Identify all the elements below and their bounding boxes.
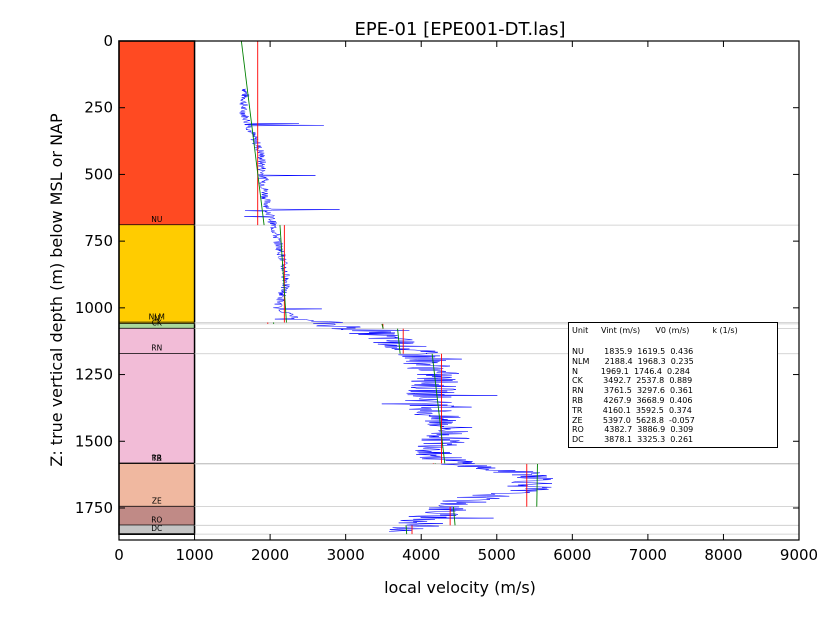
unit-label-rn: RN [151, 344, 162, 353]
legend-row: RO 4382.7 3886.9 0.309 [572, 425, 694, 435]
legend-row: RN 3761.5 3297.6 0.361 [572, 386, 693, 396]
y-tick-label: 0 [103, 32, 113, 50]
unit-block-ze [119, 463, 195, 507]
chart-title: EPE-01 [EPE001-DT.las] [354, 19, 565, 40]
unit-label-dc: DC [151, 524, 162, 533]
unit-block-dc [119, 525, 195, 535]
x-tick-label: 5000 [478, 546, 516, 564]
unit-label-rb: RB [152, 453, 162, 462]
unit-label-nlm: NLM [149, 313, 165, 322]
unit-block-ro [119, 506, 195, 526]
unit-label-ro: RO [151, 515, 162, 524]
y-tick-label: 1500 [75, 432, 113, 450]
linear-model-rn [397, 328, 401, 354]
legend-row: TR 4160.1 3592.5 0.374 [572, 405, 692, 415]
unit-label-ck: CK [152, 319, 163, 328]
unit-label-nu: NU [151, 215, 162, 224]
linear-model-rb [431, 353, 446, 464]
x-tick-label: 2000 [251, 546, 289, 564]
unit-label-tr: TR [151, 454, 162, 463]
unit-block-rb [119, 353, 195, 464]
sonic-velocity-log [239, 88, 553, 532]
legend-row: RB 4267.9 3668.9 0.406 [572, 395, 693, 405]
legend-header: Unit Vint (m/s) V0 (m/s) k (1/s) [572, 326, 738, 335]
linear-model-nu [240, 40, 265, 226]
y-tick-label: 500 [84, 165, 113, 183]
y-tick-label: 1000 [75, 299, 113, 317]
x-tick-label: 8000 [704, 546, 742, 564]
x-tick-label: 9000 [780, 546, 818, 564]
y-tick-label: 250 [84, 99, 113, 117]
legend-row: ZE 5397.0 5628.8 -0.057 [572, 415, 695, 425]
legend-row: N 1969.1 1746.4 0.284 [572, 366, 690, 376]
y-axis-label: Z: true vertical depth (m) below MSL or … [47, 113, 66, 467]
x-tick-label: 6000 [553, 546, 591, 564]
x-axis-label: local velocity (m/s) [384, 578, 536, 597]
legend: Unit Vint (m/s) V0 (m/s) k (1/s) NU 1835… [568, 322, 778, 448]
y-tick-label: 1750 [75, 499, 113, 517]
unit-label-n: N [154, 314, 160, 323]
unit-block-nu [119, 41, 195, 226]
x-tick-label: 0 [114, 546, 124, 564]
unit-label-ze: ZE [152, 497, 162, 506]
linear-model-ck [381, 323, 384, 329]
unit-block-ck [119, 323, 195, 329]
x-tick-label: 1000 [175, 546, 213, 564]
unit-block-rn [119, 328, 195, 354]
linear-model-nlm [279, 225, 287, 323]
x-tick-label: 4000 [402, 546, 440, 564]
x-tick-label: 7000 [629, 546, 667, 564]
linear-model-dc [405, 525, 408, 535]
plot-frame [118, 40, 800, 541]
legend-row: DC 3878.1 3325.3 0.261 [572, 435, 694, 445]
y-tick-label: 750 [84, 232, 113, 250]
legend-row: NU 1835.9 1619.5 0.436 [572, 347, 694, 356]
linear-model-ro [452, 506, 456, 526]
y-tick-label: 1250 [75, 366, 113, 384]
legend-row: CK 3492.7 2537.8 0.889 [572, 376, 693, 386]
x-tick-label: 3000 [327, 546, 365, 564]
unit-block-nlm [119, 225, 195, 323]
legend-rows: NU 1835.9 1619.5 0.436 NLM 2188.4 1968.3 … [572, 347, 772, 445]
legend-row: NLM 2188.4 1968.3 0.235 [572, 356, 694, 366]
linear-model-ze [536, 463, 538, 507]
